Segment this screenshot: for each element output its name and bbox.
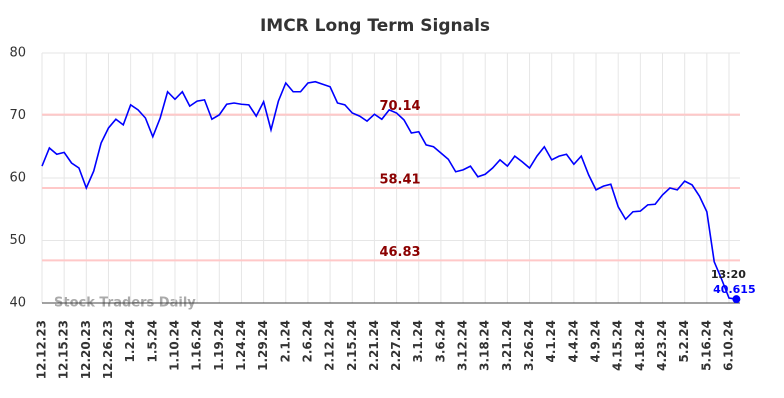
x-tick-label: 1.29.24	[256, 320, 270, 371]
x-tick-label: 3.26.24	[522, 320, 536, 371]
y-tick-label: 40	[9, 296, 26, 311]
x-tick-label: 4.9.24	[589, 320, 603, 363]
y-tick-label: 60	[9, 171, 26, 186]
x-tick-label: 2.27.24	[389, 320, 403, 371]
x-tick-label: 4.15.24	[611, 320, 625, 371]
level-label: 58.41	[379, 172, 420, 187]
x-tick-label: 1.5.24	[145, 320, 159, 363]
x-tick-label: 12.12.23	[35, 320, 49, 379]
x-tick-label: 3.12.24	[456, 320, 470, 371]
x-tick-label: 5.16.24	[699, 320, 713, 371]
line	[41, 80, 737, 300]
last-value: 40.615	[713, 283, 755, 296]
chart-title: IMCR Long Term Signals	[260, 16, 490, 36]
y-tick-label: 80	[9, 46, 26, 61]
x-tick-label: 12.20.23	[79, 320, 93, 379]
x-tick-label: 3.6.24	[433, 320, 447, 363]
last-point	[732, 295, 741, 304]
x-tick-label: 2.12.24	[323, 320, 337, 371]
x-tick-label: 5.2.24	[677, 320, 691, 363]
x-tick-label: 4.1.24	[544, 320, 558, 363]
x-tick-label: 3.18.24	[478, 320, 492, 371]
x-tick-label: 1.10.24	[167, 320, 181, 371]
x-tick-label: 2.15.24	[345, 320, 359, 371]
x-tick-label: 4.18.24	[633, 320, 647, 371]
x-tick-label: 1.2.24	[123, 320, 137, 363]
x-tick-label: 2.1.24	[278, 320, 292, 363]
x-tick-label: 12.26.23	[101, 320, 115, 379]
level-label: 46.83	[379, 245, 420, 260]
last-time: 13:20	[711, 268, 746, 281]
x-tick-label: 3.21.24	[500, 320, 514, 371]
level-label: 70.14	[379, 99, 420, 114]
x-tick-label: 12.15.23	[57, 320, 71, 379]
x-tick-label: 4.23.24	[655, 320, 669, 371]
x-tick-label: 1.16.24	[190, 320, 204, 371]
x-tick-label: 6.10.24	[722, 320, 736, 371]
x-tick-label: 1.19.24	[212, 320, 226, 371]
y-tick-label: 50	[9, 233, 26, 248]
x-tick-label: 4.4.24	[566, 320, 580, 363]
x-tick-label: 2.6.24	[300, 320, 314, 363]
x-tick-label: 3.1.24	[411, 320, 425, 363]
x-tick-label: 1.24.24	[234, 320, 248, 371]
x-tick-label: 2.21.24	[367, 320, 381, 371]
y-tick-label: 70	[9, 108, 26, 123]
